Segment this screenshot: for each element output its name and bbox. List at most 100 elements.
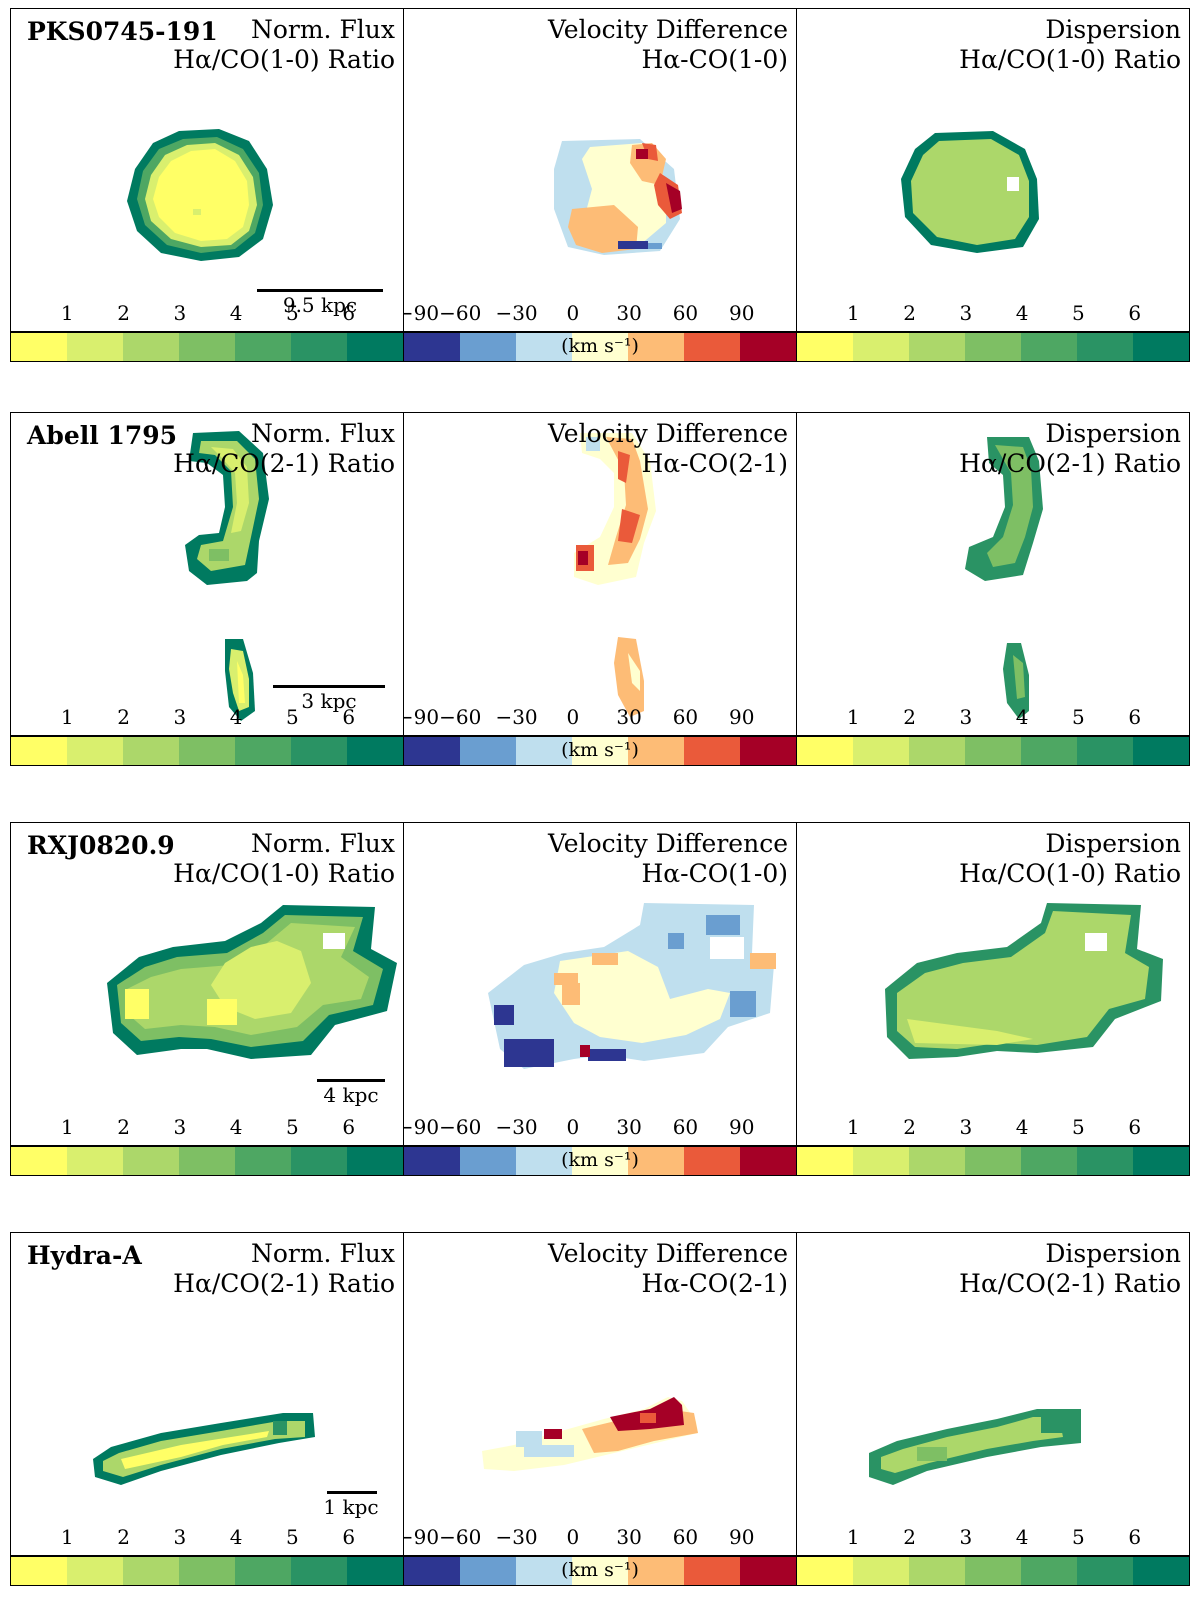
scale-bar [257,289,383,292]
colorbar-segment [797,333,853,361]
tick-label: 0 [566,1525,580,1549]
galaxy-name: Abell 1795 [27,421,178,450]
row-pks0745: PKS0745-191 Norm. Flux Hα/CO(1-0) Ratio … [10,8,1190,388]
tick-label: 3 [959,1115,973,1139]
tick-label: 2 [117,1115,130,1139]
tick-label: 0 [566,705,580,729]
colorbar-segment [684,1557,740,1585]
tick-label: 2 [117,705,130,729]
flux-ratio-map [93,1413,315,1485]
tick-label: 4 [1015,1525,1029,1549]
tick-label: 2 [117,301,130,325]
tick-label: 0 [566,1115,580,1139]
colorbar-segment [1133,737,1189,765]
galaxy-name: RXJ0820.9 [27,831,175,860]
panel-title-line1: Velocity Difference [548,15,788,44]
scale-bar [273,685,385,688]
colorbar-segment [460,333,516,361]
colorbar-segment [1133,333,1189,361]
panel-title-line2: Hα/CO(2-1) Ratio [959,449,1181,478]
tick-label: 4 [229,1525,243,1549]
panel-title-line2: Hα/CO(1-0) Ratio [173,45,395,74]
colorbar-segment [179,1557,235,1585]
colorbar-segment [797,737,853,765]
tick-label: −90 [404,705,440,729]
tick-label: 4 [229,1115,243,1139]
tick-label: 6 [342,1525,356,1549]
tick-label: 5 [286,1115,299,1139]
tick-label: 6 [342,301,356,325]
tick-label: −90 [404,1525,440,1549]
colorbar-segment [291,1557,347,1585]
tick-label: −90 [404,1115,440,1139]
ratio-colorbar [10,1146,404,1176]
tick-label: 5 [1072,705,1085,729]
colorbar-segment [404,737,460,765]
tick-label: 2 [903,1525,916,1549]
row-rxj0820: RXJ0820.9 Norm. Flux Hα/CO(1-0) Ratio 4 … [10,822,1190,1202]
colorbar-segment [740,737,796,765]
colorbar-segment [347,1557,403,1585]
colorbar-segment [740,1147,796,1175]
tick-label: 5 [1072,1525,1085,1549]
colorbar-segment [965,737,1021,765]
colorbar-segment [1021,1557,1077,1585]
colorbar-segment [853,1147,909,1175]
colorbar-segment [740,1557,796,1585]
tick-label: 5 [286,705,299,729]
colorbar-segment [853,737,909,765]
tick-label: 6 [342,1115,356,1139]
tick-label: 3 [173,705,187,729]
tick-label: 1 [60,1525,74,1549]
colorbar-segment [1133,1147,1189,1175]
ratio-colorbar [796,736,1190,766]
tick-label: 1 [846,301,860,325]
scale-bar-label: 3 kpc [301,689,357,713]
tick-label: 3 [173,1525,187,1549]
tick-label: 3 [959,301,973,325]
ratio-colorbar [10,332,404,362]
panel-title-line1: Dispersion [1045,829,1181,858]
colorbar-segment [347,737,403,765]
colorbar-segment [909,1147,965,1175]
colorbar-segment [1021,333,1077,361]
colorbar-segment [11,737,67,765]
tick-label: 5 [1072,301,1085,325]
colorbar-segment [909,1557,965,1585]
colorbar-segment [909,333,965,361]
tick-label: 30 [616,301,642,325]
colorbar-segment [628,737,684,765]
tick-label: 30 [616,1115,642,1139]
colorbar-segment [11,1557,67,1585]
velocity-difference-panel: Velocity Difference Hα-CO(2-1) −90−60 −30… [403,412,797,736]
tick-label: 6 [1128,301,1142,325]
colorbar-segment [67,333,123,361]
panel-title-line2: Hα/CO(2-1) Ratio [173,449,395,478]
velocity-colorbar: (km s⁻¹) [403,1146,797,1176]
panel-title-line2: Hα-CO(2-1) [641,449,788,478]
panel-title-line1: Dispersion [1045,419,1181,448]
colorbar-segment [516,1557,572,1585]
colorbar-segment [235,737,291,765]
panel-title-line1: Velocity Difference [548,829,788,858]
tick-label: 4 [229,705,243,729]
panel-title-line1: Dispersion [1045,15,1181,44]
tick-label: −60 [439,301,482,325]
colorbar-segment [516,1147,572,1175]
tick-label: 2 [903,1115,916,1139]
velocity-unit: (km s⁻¹) [561,739,639,761]
panel-title-line1: Norm. Flux [250,1239,395,1268]
flux-ratio-map [185,431,269,721]
panel-title-line2: Hα/CO(2-1) Ratio [173,1269,395,1298]
velocity-colorbar: (km s⁻¹) [403,736,797,766]
panel-title-line2: Hα/CO(2-1) Ratio [959,1269,1181,1298]
colorbar-segment [460,1557,516,1585]
ratio-colorbar [796,1556,1190,1586]
tick-label: 60 [672,705,699,729]
dispersion-ratio-map [885,903,1163,1059]
tick-label: 1 [846,1525,860,1549]
velocity-difference-panel: Velocity Difference Hα-CO(2-1) −90−60 −30… [403,1232,797,1556]
tick-label: 3 [959,1525,973,1549]
tick-label: 3 [173,301,187,325]
colorbar-segment [1077,1147,1133,1175]
